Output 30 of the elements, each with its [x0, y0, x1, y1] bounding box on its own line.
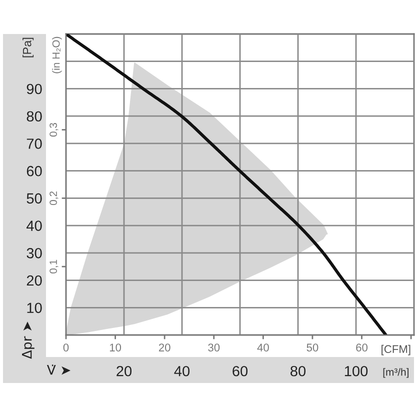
x2-tick-label: 20 [158, 344, 170, 352]
y-tick-label: 10 [27, 302, 42, 314]
y-tick-label: 30 [26, 248, 42, 258]
x-tick-label: 60 [232, 366, 248, 376]
x-tick-label: 20 [116, 366, 132, 376]
x2-tick-label: 50 [306, 344, 318, 352]
text: V̇ ➤ [46, 364, 70, 375]
x2-tick-label: 60 [356, 344, 368, 352]
x2-tick-label: 30 [208, 344, 220, 352]
y-tick-label: 50 [26, 193, 42, 204]
y-tick-label: 40 [26, 220, 42, 231]
x2-tick-label: 10 [110, 344, 122, 352]
y2-tick-label: 0,2 [50, 191, 58, 206]
x-axis-title: [m³/h] [383, 368, 408, 378]
x-tick-label: 80 [290, 366, 306, 376]
y-tick-label: 70 [26, 138, 42, 149]
x2-axis-title: [CFM] [382, 344, 410, 356]
y-tick-label: 20 [26, 275, 42, 286]
y-tick-label: 90 [26, 84, 42, 94]
y2-tick-label: 0,1 [50, 260, 58, 274]
x-tick-label: 100 [344, 366, 368, 376]
y-axis-title: [Pa] [22, 38, 34, 58]
y2-tick-label: 0,3 [50, 122, 58, 137]
y-tick-label: 80 [26, 111, 42, 122]
x2-tick-label: 0 [63, 344, 69, 352]
text: Δpr ➤ [22, 322, 34, 359]
y2-axis-title: (in H₂O) [52, 36, 62, 74]
y-tick-label: 60 [26, 166, 42, 176]
x-tick-label: 40 [174, 366, 190, 376]
x2-tick-label: 40 [257, 344, 269, 352]
